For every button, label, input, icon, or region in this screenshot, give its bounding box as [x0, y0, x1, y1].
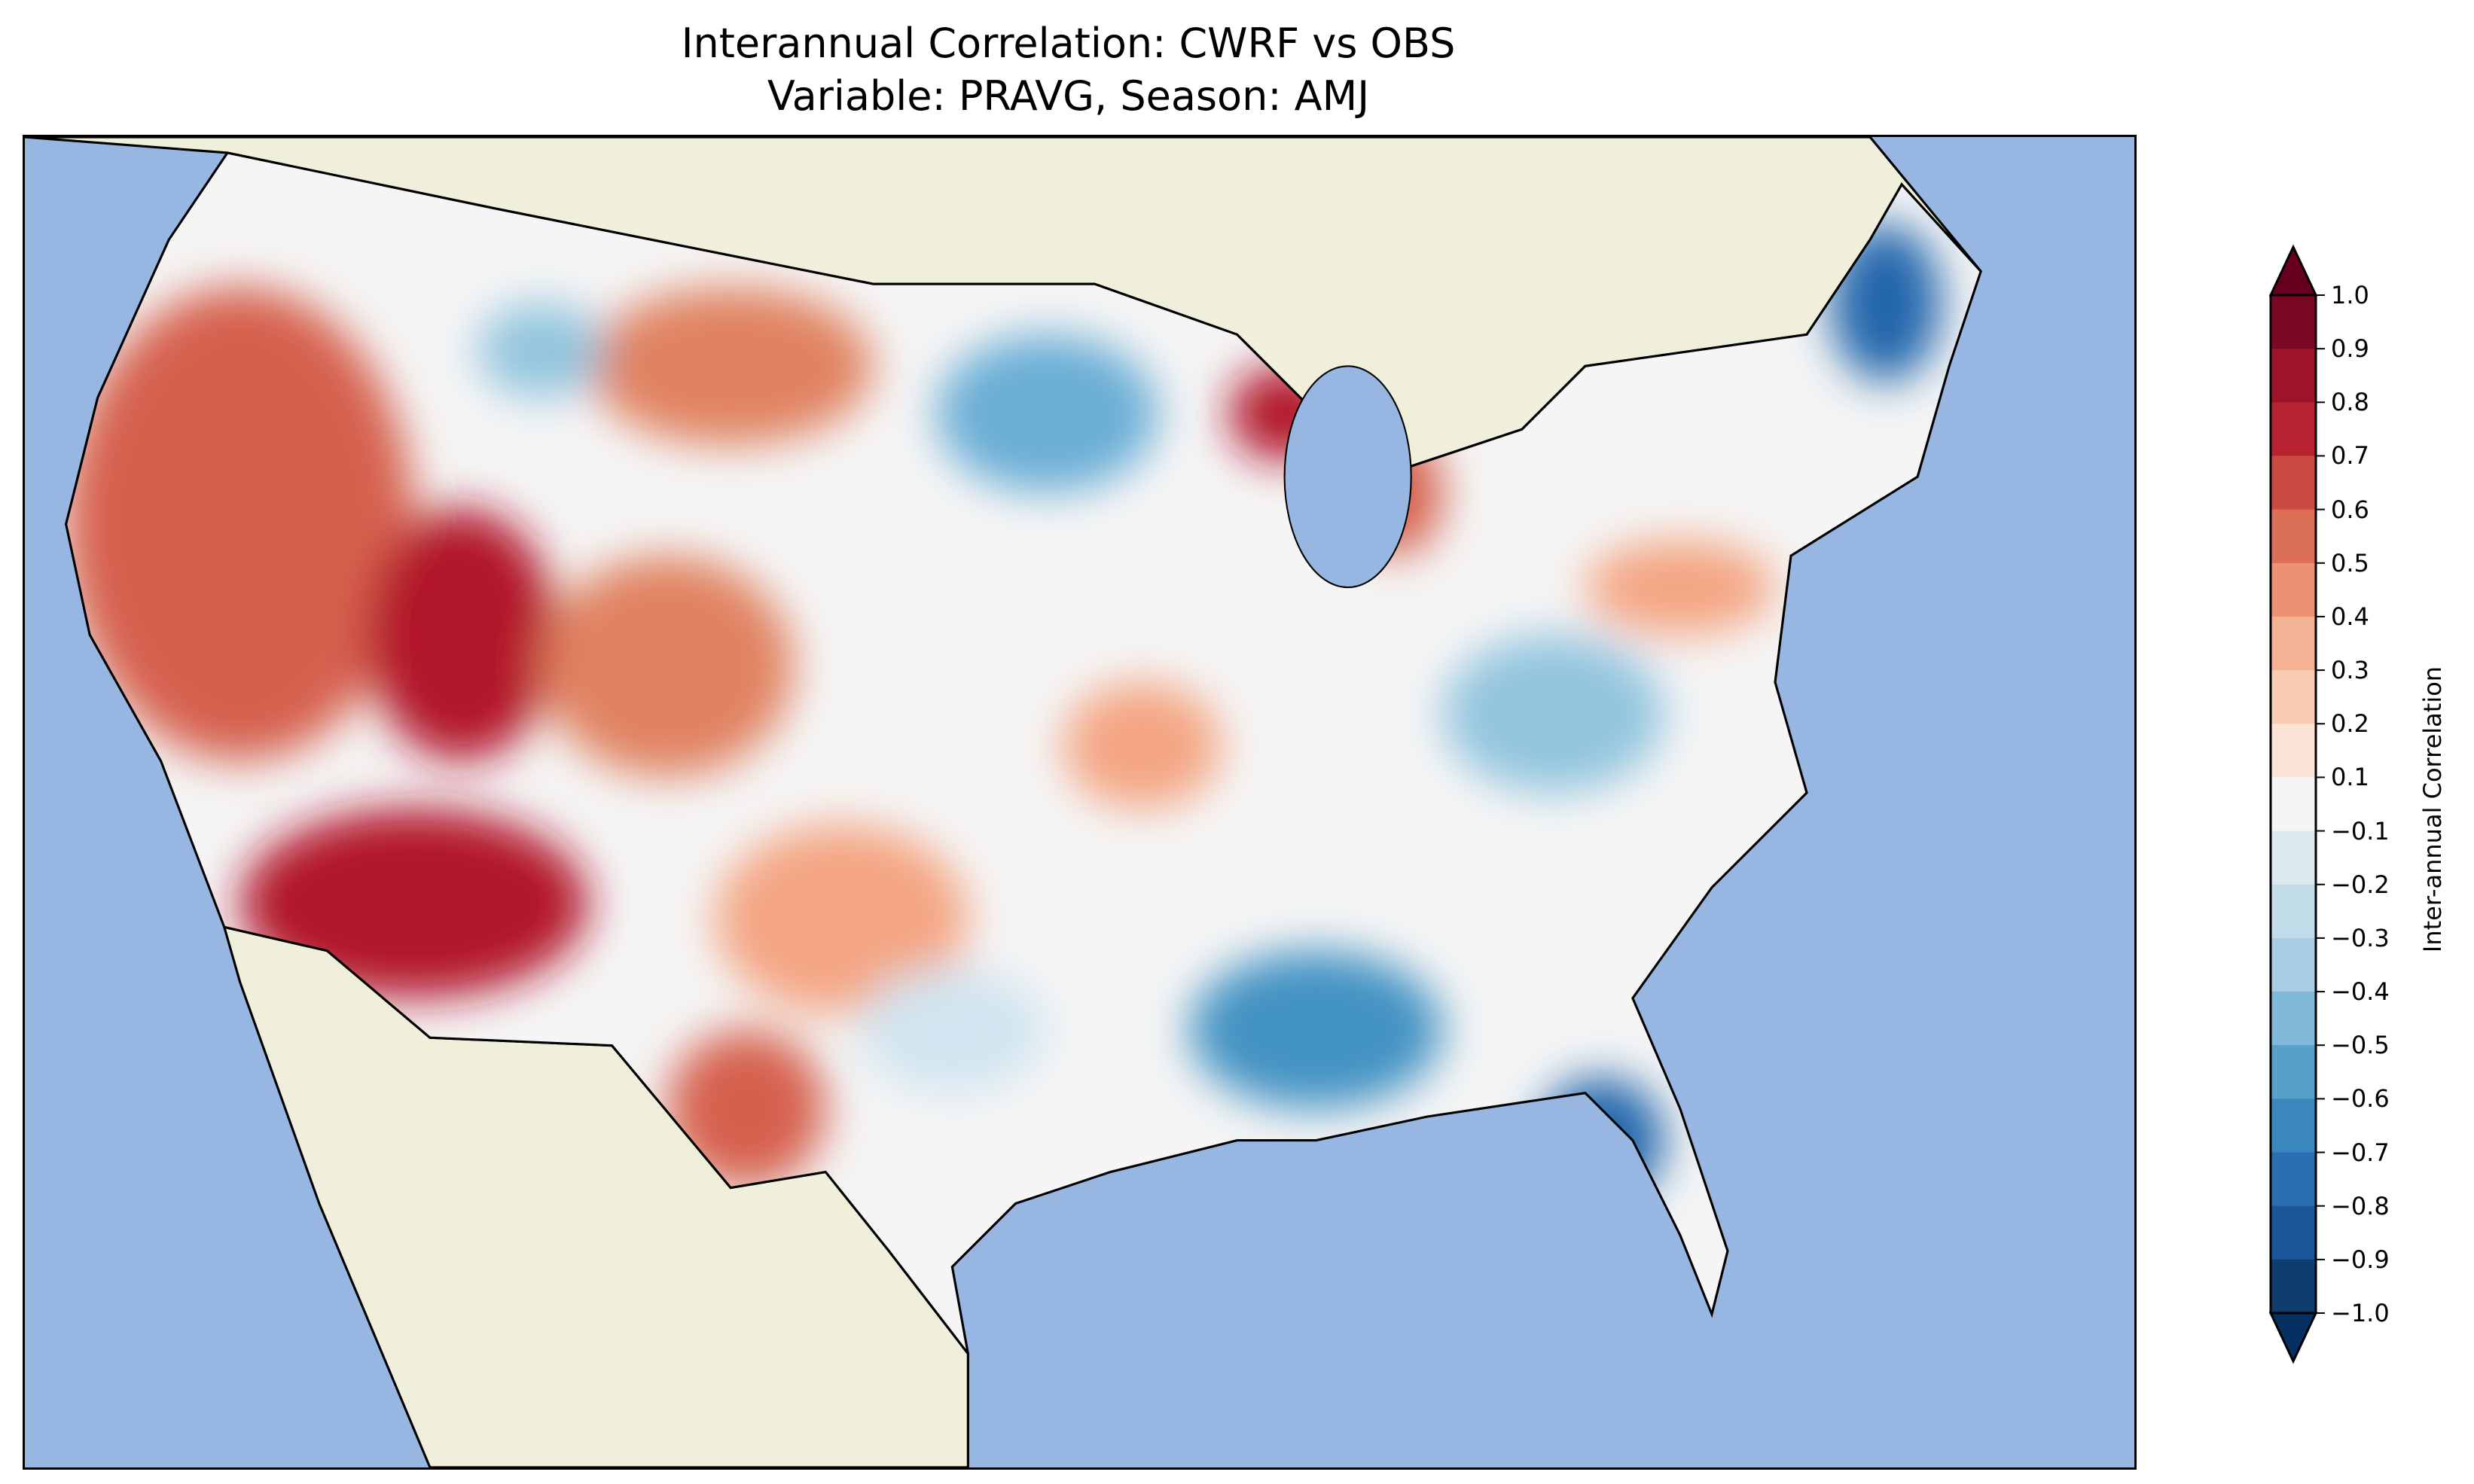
colorbar-tick-label: 0.1: [2331, 763, 2369, 792]
colorbar-tick-label: 0.6: [2331, 495, 2369, 524]
colorbar-segment: [2271, 1099, 2316, 1153]
colorbar-tick-label: 0.4: [2331, 602, 2369, 631]
colorbar-segment: [2271, 992, 2316, 1046]
colorbar-tick-label: 0.8: [2331, 388, 2369, 417]
colorbar-tick-label: −0.2: [2331, 870, 2390, 899]
colorbar-segment: [2271, 295, 2316, 349]
colorbar-segment: [2271, 349, 2316, 403]
colorbar-segment: [2271, 777, 2316, 832]
colorbar-tick-label: −0.5: [2331, 1031, 2390, 1060]
colorbar-frame: [2269, 294, 2317, 1315]
colorbar-tick-label: −0.8: [2331, 1191, 2390, 1220]
colorbar-segment: [2271, 456, 2316, 510]
colorbar-tick-label: −0.4: [2331, 977, 2390, 1007]
colorbar-tick-label: 0.9: [2331, 334, 2369, 364]
colorbar-segment: [2271, 1152, 2316, 1207]
colorbar-extend-max: [2268, 244, 2318, 297]
colorbar-tick-label: −0.7: [2331, 1138, 2390, 1167]
colorbar-tick-label: −0.3: [2331, 923, 2390, 952]
colorbar-tick-label: −1.0: [2331, 1299, 2390, 1327]
colorbar-label: Inter-annual Correlation: [2418, 666, 2447, 953]
correlation-map: [23, 135, 2137, 1470]
colorbar-extend-min: [2268, 1312, 2318, 1364]
colorbar-tick-label: 0.5: [2331, 548, 2369, 577]
colorbar-segment: [2271, 402, 2316, 456]
colorbar-tick-label: 1.0: [2331, 281, 2369, 309]
colorbar-segment: [2271, 830, 2316, 885]
colorbar-segment: [2271, 724, 2316, 778]
great-lakes: [1283, 365, 1412, 589]
colorbar-segment: [2271, 562, 2316, 617]
colorbar-tick-label: −0.9: [2331, 1245, 2390, 1274]
chart-title: Interannual Correlation: CWRF vs OBS: [681, 20, 1456, 67]
colorbar-tick-label: 0.2: [2331, 709, 2369, 739]
colorbar-segment: [2271, 616, 2316, 671]
colorbar-segment: [2271, 1259, 2316, 1314]
colorbar-segment: [2271, 1045, 2316, 1099]
chart-subtitle: Variable: PRAVG, Season: AMJ: [767, 72, 1370, 120]
colorbar-segment: [2271, 1205, 2316, 1260]
colorbar-segment: [2271, 884, 2316, 939]
colorbar-tick-label: 0.7: [2331, 441, 2369, 471]
colorbar-tick-label: −0.1: [2331, 816, 2390, 846]
correlation-field: [66, 152, 1981, 1354]
colorbar-segment: [2271, 670, 2316, 724]
colorbar: [2268, 244, 2325, 1364]
colorbar-tick-label: −0.6: [2331, 1084, 2390, 1114]
colorbar-segment: [2271, 937, 2316, 992]
colorbar-segment: [2271, 509, 2316, 564]
colorbar-tick-label: 0.3: [2331, 656, 2369, 685]
